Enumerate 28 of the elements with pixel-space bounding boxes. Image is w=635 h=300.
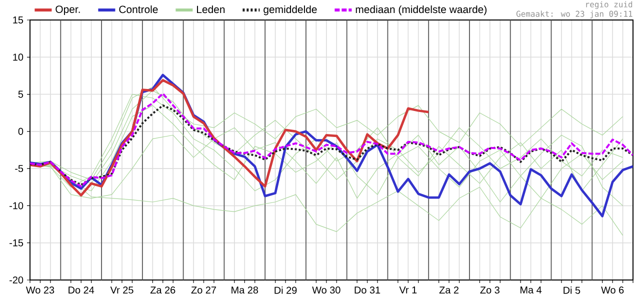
x-tick-label: Vr 25	[110, 286, 134, 294]
legend-label: Leden	[197, 5, 225, 14]
x-tick-label: Za 2	[439, 286, 459, 294]
x-tick-label: Di 29	[274, 286, 297, 294]
y-tick-label: -20	[10, 276, 24, 284]
y-tick-label: 10	[13, 54, 24, 61]
x-tick-label: Za 26	[150, 286, 176, 294]
x-tick-label: Di 5	[564, 286, 580, 294]
x-tick-label: Do 31	[354, 286, 380, 294]
legend-label: mediaan (middelste waarde)	[356, 5, 486, 16]
legend-label: Oper.	[56, 6, 80, 16]
y-tick-label: -15	[10, 239, 24, 246]
legend-label: gemiddelde	[264, 5, 317, 16]
y-tick-label: -10	[10, 202, 24, 210]
x-tick-label: Vr 1	[399, 286, 417, 294]
y-tick-label: -5	[15, 165, 24, 172]
y-tick-label: 0	[18, 128, 24, 135]
x-tick-label: Zo 27	[191, 286, 216, 294]
x-tick-label: Do 24	[68, 286, 94, 294]
y-tick-label: 15	[13, 16, 24, 24]
x-tick-label: Wo 6	[601, 286, 624, 294]
x-tick-label: Wo 30	[312, 286, 340, 294]
x-tick-label: Ma 28	[232, 286, 258, 294]
legend-label: Controle	[119, 5, 158, 14]
x-tick-label: Wo 23	[26, 286, 54, 294]
x-tick-label: Zo 3	[480, 286, 500, 294]
y-tick-label: 5	[18, 90, 24, 98]
x-tick-label: Ma 4	[520, 286, 542, 294]
